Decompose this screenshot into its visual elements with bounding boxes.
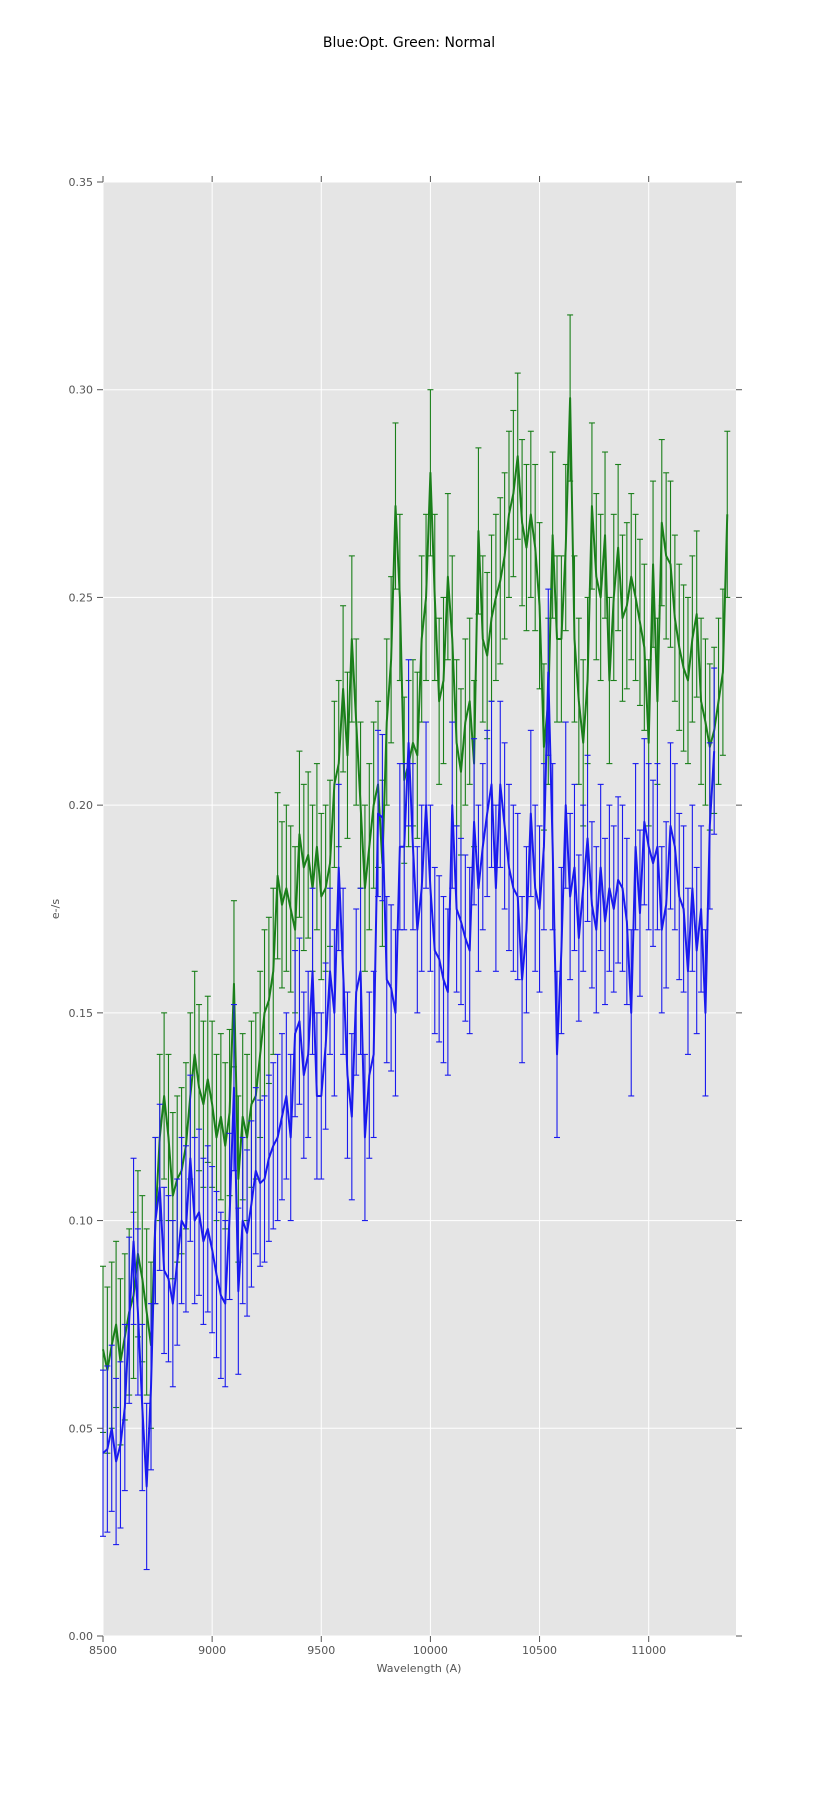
- series-1: [100, 588, 718, 1571]
- x-tick-label: 10000: [413, 1644, 448, 1657]
- y-tick-label: 0.10: [69, 1215, 94, 1228]
- y-tick-label: 0.05: [69, 1422, 94, 1435]
- x-tick-label: 8500: [89, 1644, 117, 1657]
- y-tick-label: 0.00: [69, 1630, 94, 1643]
- series-line: [102, 671, 716, 1488]
- y-tick-label: 0.20: [69, 799, 94, 812]
- y-tick-label: 0.35: [69, 176, 94, 189]
- y-tick-label: 0.15: [69, 1007, 94, 1020]
- error-bar: [100, 1369, 106, 1537]
- x-tick-label: 9500: [307, 1644, 335, 1657]
- ticks: 8500 9000 9500 10000 10500 11000 0.00 0.05 0.10 0…: [69, 176, 742, 1657]
- error-bar: [711, 667, 718, 835]
- x-axis-label: Wavelength (A): [377, 1662, 462, 1675]
- x-tick-label: 9000: [198, 1644, 226, 1657]
- chart-title: Blue:Opt. Green: Normal: [323, 35, 495, 51]
- x-tick-label: 11000: [631, 1644, 666, 1657]
- series-layer: [100, 314, 731, 1571]
- series-line: [102, 397, 729, 1372]
- y-tick-label: 0.30: [69, 384, 94, 397]
- x-tick-label: 10500: [522, 1644, 557, 1657]
- y-axis-label: e-/s: [49, 899, 62, 919]
- y-tick-label: 0.25: [69, 591, 94, 604]
